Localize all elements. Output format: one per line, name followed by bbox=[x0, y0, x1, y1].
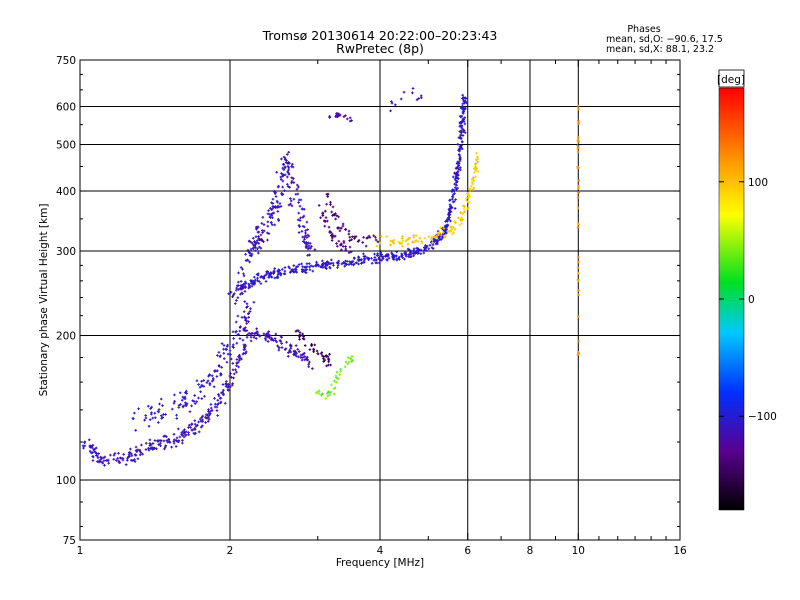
grid-lines bbox=[80, 60, 680, 540]
y-tick-label: 750 bbox=[56, 55, 76, 67]
chart-subtitle: RwPretec (8p) bbox=[336, 41, 424, 56]
x-tick-label: 10 bbox=[572, 545, 585, 557]
x-axis-label: Frequency [MHz] bbox=[336, 557, 424, 569]
stats-line-o: mean, sd,O: −90.6, 17.5 bbox=[606, 34, 723, 45]
x-tick-label: 4 bbox=[377, 545, 384, 557]
stats-line-x: mean, sd,X: 88.1, 23.2 bbox=[606, 44, 714, 55]
colorbar-label: [deg] bbox=[717, 69, 745, 88]
x-tick-label: 1 bbox=[77, 545, 84, 557]
y-tick-label: 75 bbox=[63, 535, 76, 547]
x-tick-label: 16 bbox=[673, 545, 687, 557]
x-tick-label: 2 bbox=[227, 545, 234, 557]
colorbar-ticks: 100 0 −100 bbox=[719, 177, 777, 423]
y-tick-label: 600 bbox=[56, 102, 76, 114]
data-points bbox=[81, 87, 581, 467]
axis-ticks: 1 2 4 6 8 10 16 75 100 200 300 400 500 600 750 bbox=[56, 55, 687, 557]
chart-title: Tromsø 20130614 20:22:00–20:23:43 bbox=[262, 28, 498, 43]
colorbar-tick-label: 100 bbox=[748, 177, 768, 189]
colorbar-tick-label: 0 bbox=[748, 294, 755, 306]
stats-heading: Phases bbox=[627, 24, 660, 35]
x-tick-label: 6 bbox=[464, 545, 471, 557]
colorbar-tick-label: −100 bbox=[748, 411, 777, 423]
y-tick-label: 200 bbox=[56, 331, 76, 343]
colorbar-label-text: [deg] bbox=[717, 74, 745, 86]
y-tick-label: 300 bbox=[56, 246, 76, 258]
y-tick-label: 400 bbox=[56, 186, 76, 198]
y-axis-label: Stationary phase Virtual Height [km] bbox=[38, 204, 50, 397]
y-tick-label: 100 bbox=[56, 475, 76, 487]
y-tick-label: 500 bbox=[56, 140, 76, 152]
x-tick-label: 8 bbox=[527, 545, 534, 557]
